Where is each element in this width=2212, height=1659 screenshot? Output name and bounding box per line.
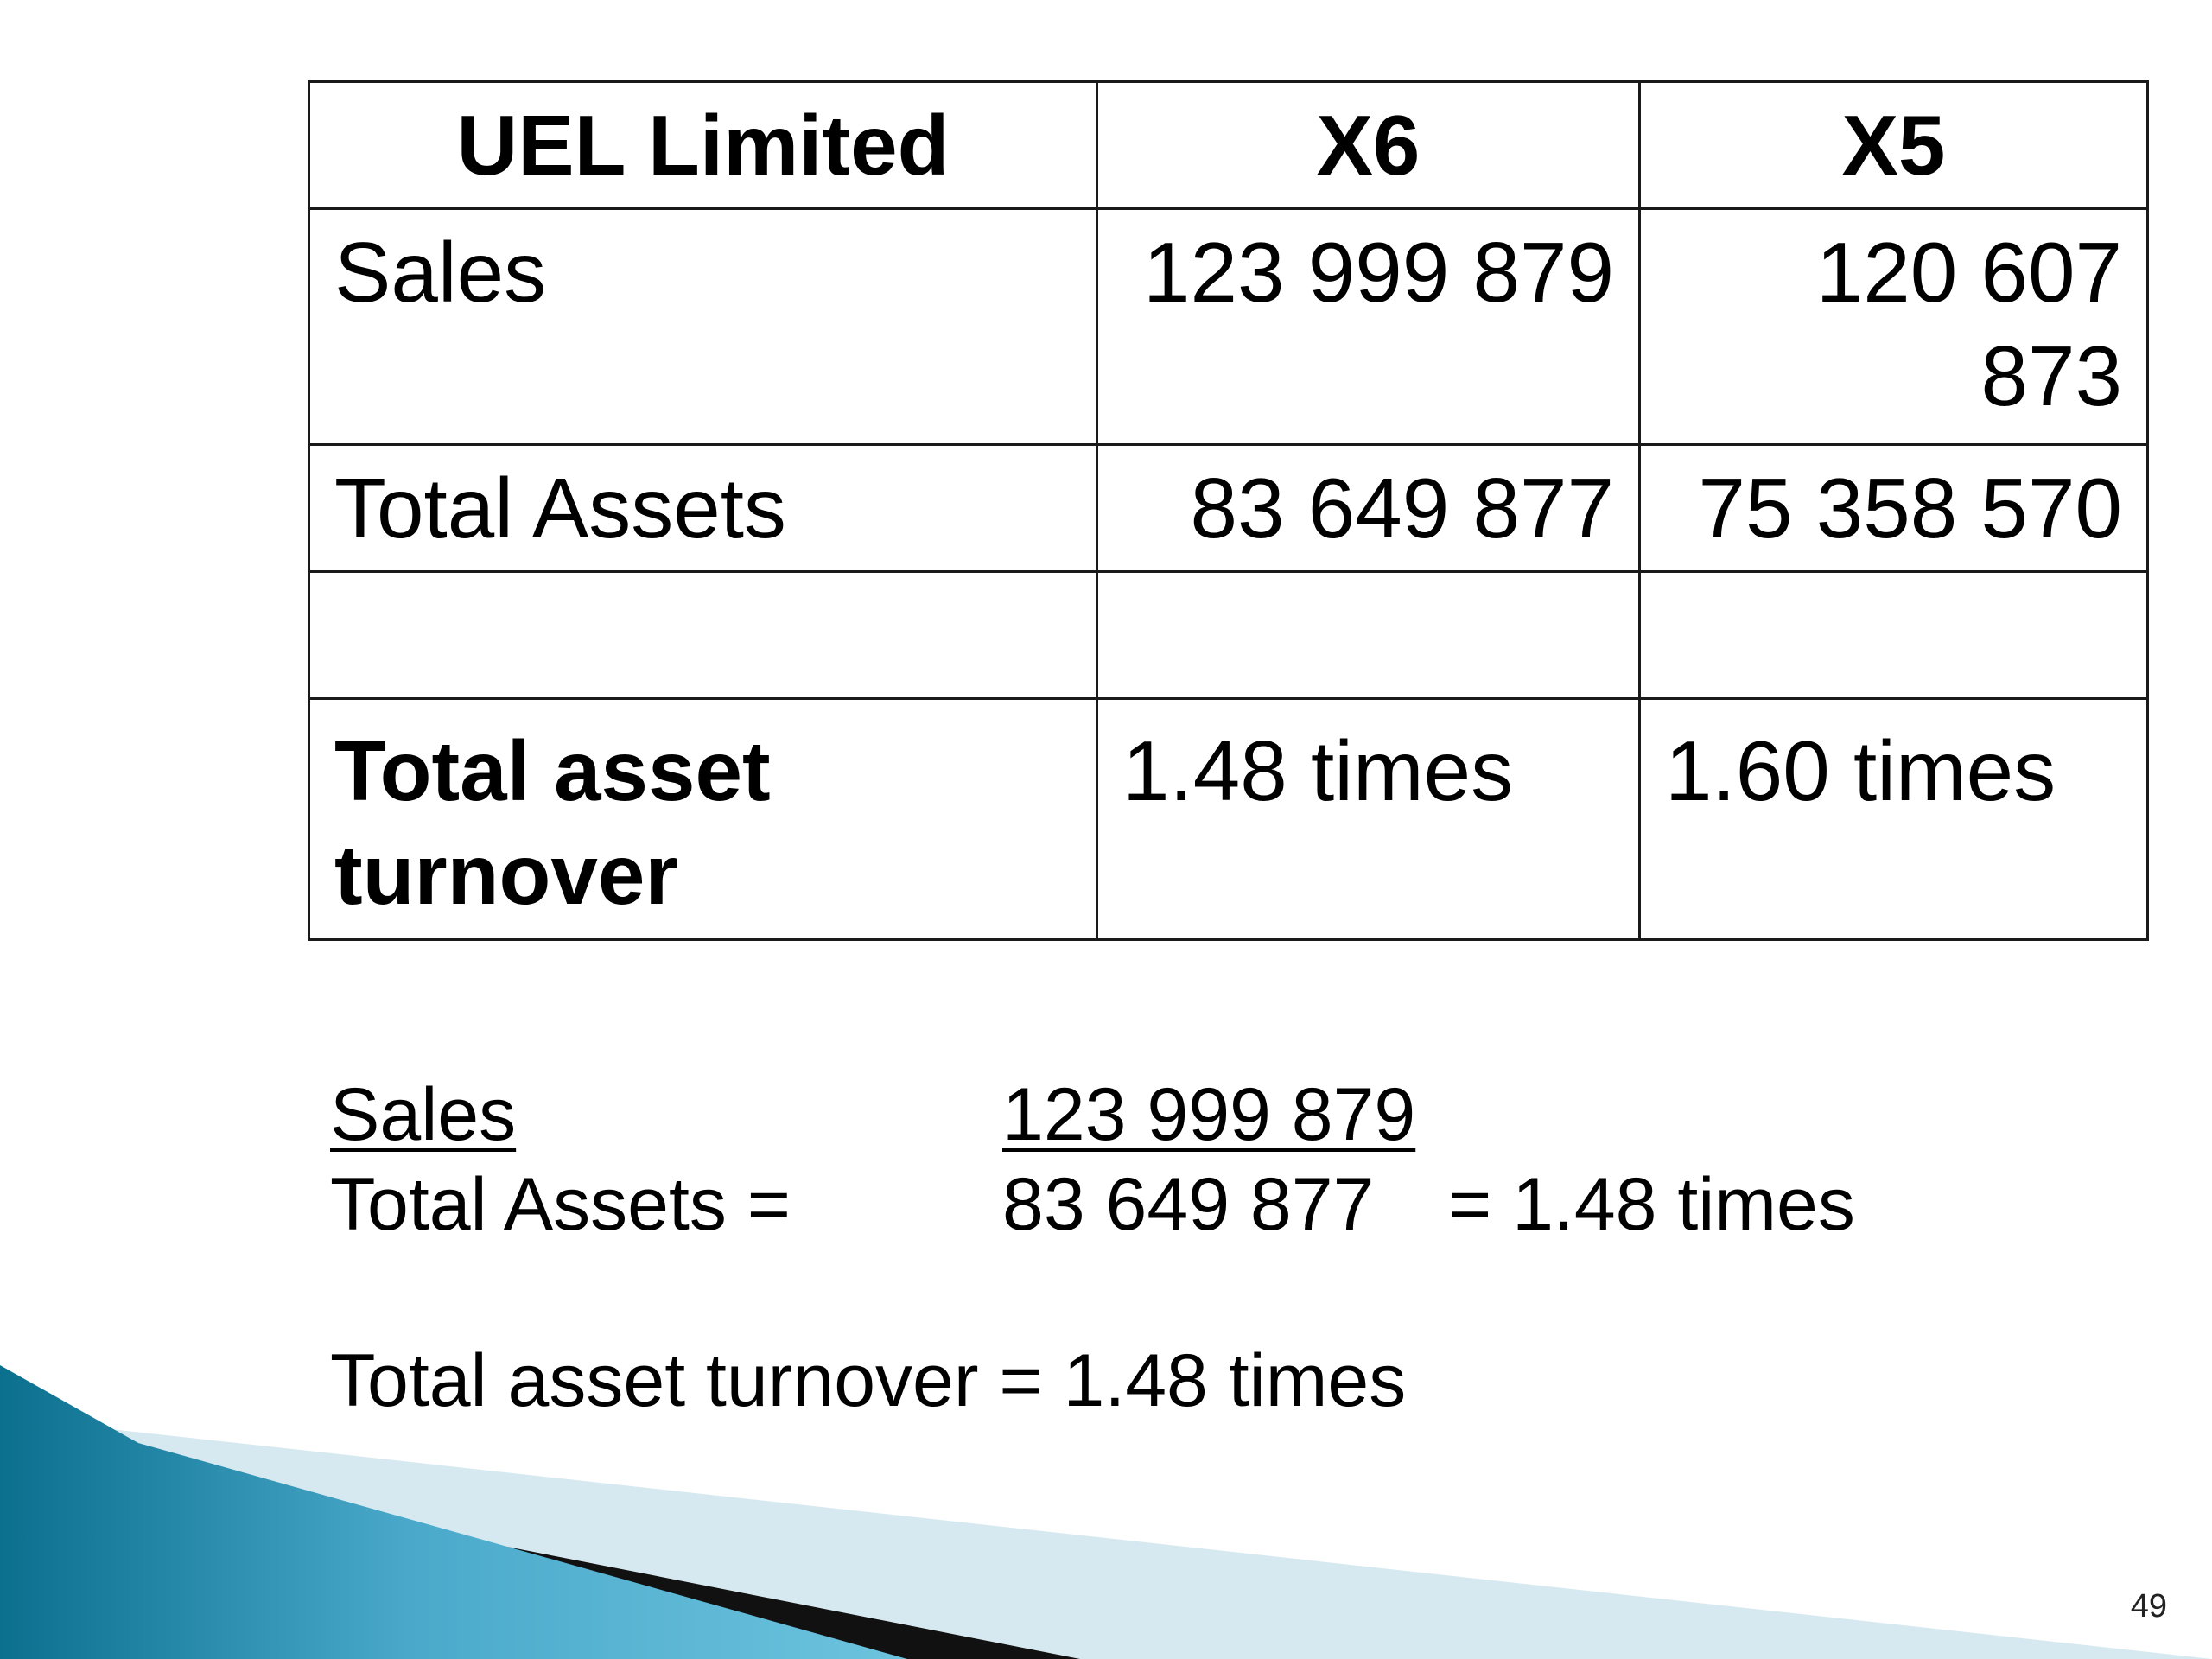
row-label-turnover: Total asset turnover	[308, 697, 1098, 941]
turnover-x5: 1.60 times	[1638, 697, 2149, 941]
sales-x5-line2: 873	[1980, 328, 2122, 423]
formula-conclusion: Total asset turnover = 1.48 times	[330, 1339, 1407, 1422]
teal-wedge-shape	[0, 1365, 907, 1659]
row-label-total-assets: Total Assets	[308, 443, 1098, 573]
turnover-label-line2: turnover	[334, 827, 678, 922]
formula-result: = 1.48 times	[1448, 1163, 1855, 1246]
turnover-x6: 1.48 times	[1096, 697, 1641, 941]
table-row: Total Assets 83 649 877 75 358 570	[308, 443, 2149, 573]
corner-swoosh-decoration	[0, 1365, 2212, 1659]
formula-numerator-label: Sales	[330, 1073, 517, 1156]
sales-x5-line1: 120 607	[1815, 225, 2122, 320]
assets-x5: 75 358 570	[1638, 443, 2149, 573]
turnover-label-line1: Total asset	[334, 723, 771, 818]
empty-cell	[308, 570, 1098, 700]
header-x5: X5	[1638, 80, 2149, 210]
table-row-empty	[308, 570, 2149, 700]
row-label-sales: Sales	[308, 207, 1098, 446]
table-header-row: UEL Limited X6 X5	[308, 80, 2149, 210]
empty-cell	[1638, 570, 2149, 700]
table-row: Sales 123 999 879 120 607 873	[308, 207, 2149, 446]
header-company: UEL Limited	[308, 80, 1098, 210]
formula-denominator-value: 83 649 877	[1002, 1163, 1375, 1246]
assets-x6: 83 649 877	[1096, 443, 1641, 573]
header-x6: X6	[1096, 80, 1641, 210]
sales-x5: 120 607 873	[1638, 207, 2149, 446]
table-row: Total asset turnover 1.48 times 1.60 time…	[308, 697, 2149, 941]
formula-denominator-label: Total Assets =	[330, 1163, 791, 1246]
financial-table: UEL Limited X6 X5 Sales 123 999 879 120 …	[308, 80, 2149, 941]
empty-cell	[1096, 570, 1641, 700]
formula-numerator-value: 123 999 879	[1002, 1073, 1416, 1156]
page-number: 49	[2130, 1588, 2167, 1624]
sales-x6: 123 999 879	[1096, 207, 1641, 446]
